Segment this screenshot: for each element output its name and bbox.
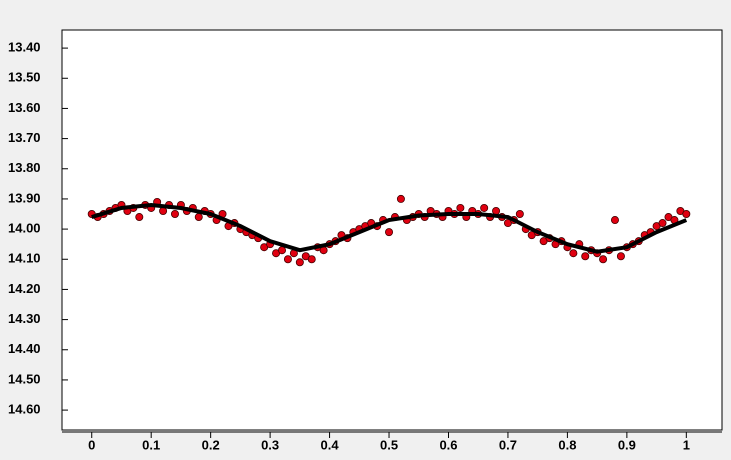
x-tick-label: 0.2	[202, 437, 220, 452]
y-tick-label: 13.60	[8, 100, 41, 115]
x-tick-label: 0	[88, 437, 95, 452]
x-tick-label: 0.1	[142, 437, 160, 452]
y-tick-label: 13.50	[8, 70, 41, 85]
data-point	[385, 228, 394, 237]
data-point	[170, 210, 179, 219]
data-point	[277, 246, 286, 255]
x-tick-label: 0.8	[558, 437, 576, 452]
data-point	[396, 194, 405, 203]
data-point	[456, 203, 465, 212]
x-tick-label: 0.5	[380, 437, 398, 452]
fit-curve	[91, 202, 688, 254]
data-point	[307, 255, 316, 264]
x-tick-label: 0.4	[321, 437, 340, 452]
x-tick-label: 0.3	[261, 437, 279, 452]
y-tick-label: 14.30	[8, 311, 41, 326]
x-tick-label: 0.6	[439, 437, 457, 452]
data-point	[682, 210, 691, 219]
y-tick-label: 14.20	[8, 281, 41, 296]
data-point	[515, 210, 524, 219]
data-point	[658, 219, 667, 228]
data-point	[295, 258, 304, 267]
data-point	[283, 255, 292, 264]
data-point	[616, 252, 625, 261]
y-tick-label: 14.60	[8, 402, 41, 417]
data-point	[569, 249, 578, 258]
data-point	[610, 216, 619, 225]
data-point	[159, 206, 168, 215]
data-point	[194, 213, 203, 222]
y-tick-label: 14.00	[8, 221, 41, 236]
data-point	[581, 252, 590, 261]
x-tick-label: 1	[683, 437, 690, 452]
y-tick-label: 14.10	[8, 251, 41, 266]
y-tick-label: 13.40	[8, 40, 41, 55]
data-point	[599, 255, 608, 264]
y-tick-label: 14.40	[8, 341, 41, 356]
x-tick-label: 0.9	[618, 437, 636, 452]
x-tick-label: 0.7	[499, 437, 517, 452]
y-tick-label: 13.70	[8, 130, 41, 145]
y-tick-label: 13.90	[8, 190, 41, 205]
data-point	[480, 203, 489, 212]
data-point	[492, 206, 501, 215]
y-tick-label: 14.50	[8, 371, 41, 386]
data-point	[135, 213, 144, 222]
y-tick-label: 13.80	[8, 160, 41, 175]
